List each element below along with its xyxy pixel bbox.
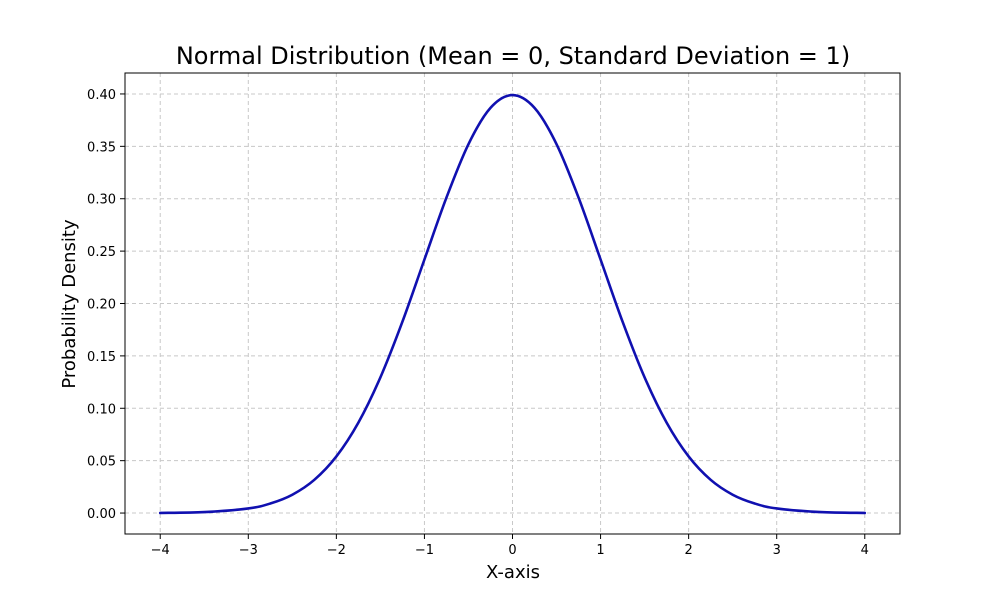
series-layer <box>158 93 867 515</box>
x-tick-label: −3 <box>239 543 258 558</box>
y-tick-label: 0.20 <box>87 298 116 313</box>
x-tick-label: −1 <box>415 543 434 558</box>
y-axis-ticks: 0.00 0.05 0.10 0.15 0.20 0.25 0.30 0.35 0.40 <box>87 88 125 522</box>
y-tick-label: 0.00 <box>87 507 116 522</box>
x-tick-label: 4 <box>861 543 869 558</box>
y-tick-label: 0.25 <box>87 245 116 260</box>
y-tick-label: 0.40 <box>87 88 116 103</box>
x-axis-label: X-axis <box>486 562 540 583</box>
x-axis-ticks: −4 −3 −2 −1 0 1 2 3 4 <box>151 534 869 558</box>
y-tick-label: 0.10 <box>87 402 116 417</box>
plot-area-frame <box>124 72 901 535</box>
series-line-normal-pdf <box>158 93 867 515</box>
y-tick-label: 0.05 <box>87 455 116 470</box>
y-tick-label: 0.15 <box>87 350 116 365</box>
x-tick-label: −4 <box>151 543 170 558</box>
x-tick-label: 1 <box>596 543 604 558</box>
y-tick-label: 0.30 <box>87 193 116 208</box>
x-tick-label: 2 <box>684 543 692 558</box>
chart-title: Normal Distribution (Mean = 0, Standard … <box>176 42 850 70</box>
y-axis-label: Probability Density <box>59 219 80 389</box>
y-tick-label: 0.35 <box>87 140 116 155</box>
x-tick-label: 3 <box>773 543 781 558</box>
x-tick-label: −2 <box>327 543 346 558</box>
x-tick-label: 0 <box>508 543 516 558</box>
